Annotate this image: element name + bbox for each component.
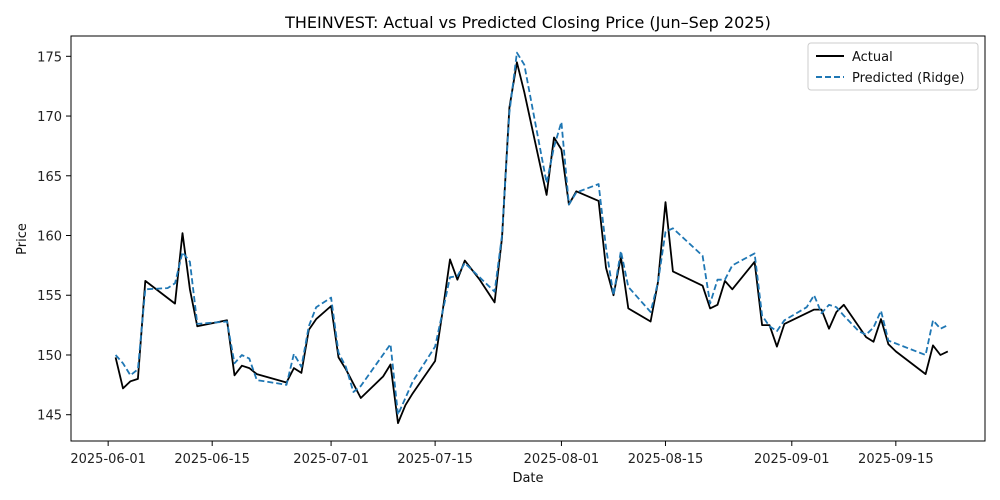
legend-label-predicted: Predicted (Ridge)	[852, 71, 964, 86]
plot-frame	[70, 35, 986, 442]
x-tick-label: 2025-09-15	[858, 452, 934, 467]
x-tick-label: 2025-08-01	[524, 452, 600, 467]
x-tick-label: 2025-07-01	[293, 452, 369, 467]
series-line-predicted	[114, 51, 949, 416]
y-axis-label: Price	[15, 223, 30, 255]
x-tick-label: 2025-07-15	[397, 452, 473, 467]
chart-title: THEINVEST: Actual vs Predicted Closing P…	[284, 13, 771, 32]
plot-lines	[114, 51, 949, 425]
x-axis-label: Date	[512, 471, 543, 486]
x-tick-label: 2025-06-01	[70, 452, 146, 467]
y-tick-label: 155	[37, 289, 62, 304]
y-tick-label: 145	[37, 409, 62, 424]
y-axis-ticks: 145 150 155 160 165 170 175	[37, 50, 71, 424]
x-tick-label: 2025-09-01	[754, 452, 830, 467]
x-axis-ticks: 2025-06-01 2025-06-15 2025-07-01 2025-07-15…	[70, 441, 934, 467]
y-tick-label: 165	[37, 170, 62, 185]
legend: Actual Predicted (Ridge)	[807, 42, 979, 91]
y-tick-label: 170	[37, 110, 62, 125]
x-tick-label: 2025-08-15	[628, 452, 704, 467]
x-tick-label: 2025-06-15	[174, 452, 250, 467]
y-tick-label: 160	[37, 230, 62, 245]
series-line-actual	[114, 61, 949, 425]
legend-box	[807, 42, 979, 91]
legend-label-actual: Actual	[852, 50, 893, 65]
y-tick-label: 175	[37, 50, 62, 65]
y-tick-label: 150	[37, 349, 62, 364]
